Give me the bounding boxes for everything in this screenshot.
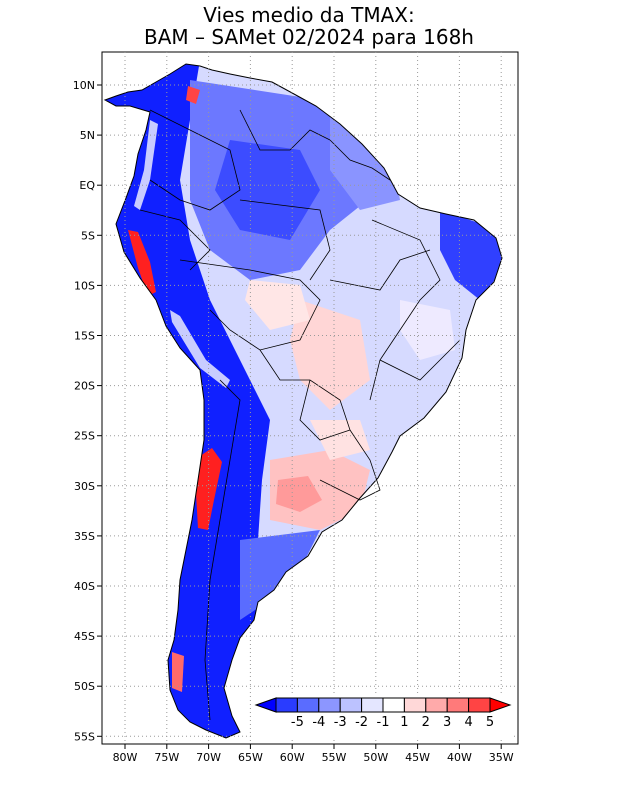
lat-label: 50S bbox=[74, 680, 95, 693]
colorbar-label: -5 bbox=[291, 715, 304, 730]
colorbar: -5 -4 -3 -2 -1 1 2 3 4 5 bbox=[252, 694, 514, 738]
colorbar-label: 3 bbox=[443, 715, 451, 730]
border-paraguay bbox=[299, 379, 351, 441]
colorbar-box bbox=[318, 697, 341, 713]
title-line-1: Vies medio da TMAX: bbox=[203, 3, 414, 27]
lon-label: 80W bbox=[113, 751, 138, 764]
border-brazil-amazon bbox=[239, 199, 331, 281]
lon-label: 55W bbox=[322, 751, 347, 764]
lon-label: 65W bbox=[238, 751, 263, 764]
lat-label: 5N bbox=[80, 129, 95, 142]
colorbar-box bbox=[296, 697, 320, 713]
country-borders bbox=[139, 109, 461, 721]
colorbar-box bbox=[275, 697, 298, 713]
colorbar-label: -1 bbox=[377, 715, 390, 730]
bias-northeast-cold bbox=[440, 210, 502, 300]
bias-patagonia-hot bbox=[172, 652, 184, 692]
colorbar-label: 5 bbox=[486, 715, 494, 730]
border-chile-argentina bbox=[204, 379, 241, 721]
border-venezuela bbox=[239, 109, 331, 151]
lat-label: 40S bbox=[74, 580, 95, 593]
bias-andes-hot-peru bbox=[128, 230, 156, 296]
colorbar-box bbox=[361, 697, 384, 713]
colorbar-box bbox=[468, 697, 491, 713]
lon-label: 40W bbox=[447, 751, 472, 764]
lon-label: 45W bbox=[405, 751, 430, 764]
colorbar-label: 2 bbox=[422, 715, 430, 730]
bias-andes-hot-chile bbox=[194, 448, 222, 530]
bias-colombia-hot bbox=[186, 86, 200, 104]
border-colombia bbox=[149, 109, 241, 211]
bias-chaco-warm bbox=[310, 420, 370, 460]
border-peru-bolivia-brazil bbox=[179, 259, 321, 351]
lon-label: 50W bbox=[363, 751, 388, 764]
colorbar-arrow-right bbox=[489, 697, 512, 713]
lon-label: 60W bbox=[280, 751, 305, 764]
lat-label: 25S bbox=[74, 430, 95, 443]
colorbar-label: 4 bbox=[464, 715, 472, 730]
colorbar-label: 1 bbox=[400, 715, 408, 730]
lat-label: 35S bbox=[74, 530, 95, 543]
bias-ridge-central bbox=[170, 310, 230, 388]
colorbar-box bbox=[382, 697, 405, 713]
bias-central-warm bbox=[290, 300, 370, 410]
lat-label: 45S bbox=[74, 630, 95, 643]
lon-label: 35W bbox=[489, 751, 514, 764]
border-uruguay bbox=[319, 429, 381, 501]
title-line-2: BAM – SAMet 02/2024 para 168h bbox=[144, 25, 474, 49]
lat-label: 10S bbox=[74, 279, 95, 292]
bias-patagonia-coast bbox=[240, 530, 320, 620]
lon-label: 70W bbox=[196, 751, 221, 764]
bias-ridge-north bbox=[134, 120, 158, 210]
lon-label: 75W bbox=[154, 751, 179, 764]
bias-pampas-hot bbox=[276, 476, 322, 512]
border-brazil-southeast bbox=[379, 339, 461, 381]
longitude-labels: 80W 75W 70W 65W 60W 55W 50W 45W 40W 35W bbox=[113, 744, 514, 764]
colorbar-box bbox=[446, 697, 470, 713]
lat-label: EQ bbox=[79, 179, 95, 192]
bias-east-neutral bbox=[400, 300, 455, 360]
colorbar-box bbox=[403, 697, 427, 713]
lat-label: 55S bbox=[74, 730, 95, 743]
lat-label: 20S bbox=[74, 380, 95, 393]
lat-label: 10N bbox=[73, 79, 95, 92]
lat-label: 5S bbox=[81, 229, 95, 242]
latitude-labels: 10N 5N EQ 5S 10S 15S 20S 25S 30S 35S 40S 45S 50S 55S bbox=[73, 79, 102, 743]
colorbar-label: -2 bbox=[355, 715, 368, 730]
lat-label: 30S bbox=[74, 480, 95, 493]
colorbar-box bbox=[339, 697, 363, 713]
colorbar-label: -4 bbox=[312, 715, 325, 730]
lat-label: 15S bbox=[74, 330, 95, 343]
bias-amazon-strong bbox=[215, 140, 320, 240]
gridlines bbox=[102, 52, 518, 744]
bias-bolivia-warm bbox=[245, 280, 310, 330]
colorbar-box bbox=[425, 697, 448, 713]
border-guianas bbox=[329, 139, 391, 181]
colorbar-label: -3 bbox=[334, 715, 347, 730]
